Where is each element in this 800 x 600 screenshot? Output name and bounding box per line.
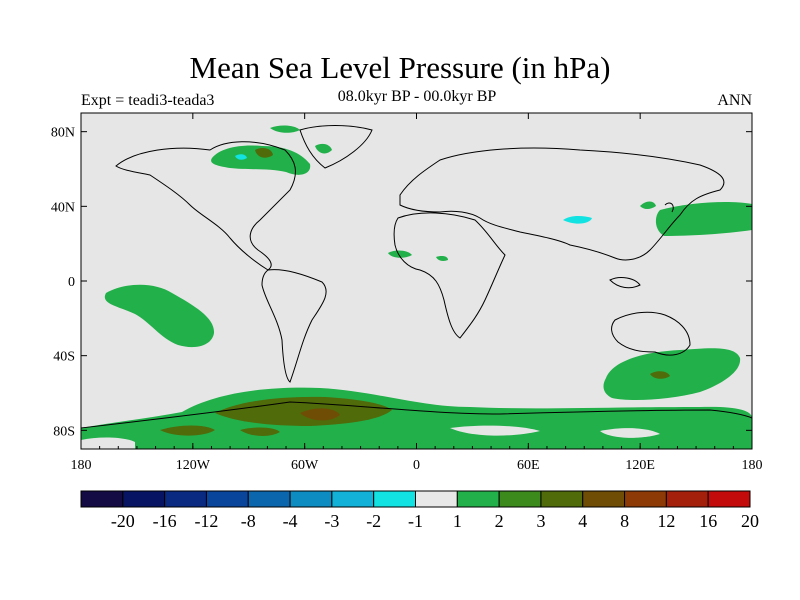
legend-swatch: [582, 490, 626, 508]
legend-swatch: [707, 490, 751, 508]
legend-label: -3: [324, 511, 339, 531]
coast-indonesia: [609, 277, 641, 289]
anomaly-contours: [81, 125, 752, 449]
legend-label: -1: [408, 511, 423, 531]
legend-label: -16: [153, 511, 177, 531]
contour-north-africa: [388, 250, 412, 258]
legend-swatch: [247, 490, 291, 508]
x-tick-label: 60E: [517, 458, 540, 473]
coast-japan: [664, 202, 674, 213]
contour-greenland: [315, 143, 332, 154]
coastlines: [81, 125, 752, 429]
legend-label: 16: [699, 511, 717, 531]
axis-labels: 180 120W 60W 0 60E 120E 180 80N 40N 0 40S 80S: [51, 126, 763, 473]
contour-south-pacific: [104, 284, 215, 348]
legend-label: 12: [657, 511, 675, 531]
legend-swatch: [665, 490, 709, 508]
y-tick-label: 0: [68, 275, 75, 290]
coast-north-america: [115, 141, 296, 271]
legend-swatch: [540, 490, 584, 508]
contour-north-pacific: [655, 202, 752, 236]
map-subtitle: 08.0kyr BP - 00.0kyr BP: [337, 88, 497, 105]
axis-ticks: [80, 113, 753, 449]
contour-antarctic-high: [215, 396, 392, 426]
contour-canada-negative: [235, 154, 247, 160]
legend-label: -8: [241, 511, 256, 531]
coast-antarctica: [81, 401, 752, 429]
x-tick-label: 180: [742, 458, 763, 473]
contour-canada: [211, 145, 311, 175]
legend-label: 1: [453, 511, 462, 531]
legend-swatch: [498, 490, 542, 508]
contour-africa-small: [436, 256, 448, 261]
legend-label: 3: [536, 511, 545, 531]
legend-swatch: [331, 490, 375, 508]
legend-label: -4: [283, 511, 298, 531]
contour-sw-pacific-core: [650, 371, 670, 379]
legend-swatch: [80, 490, 124, 508]
contour-antarctic-peak: [300, 408, 340, 421]
legend-label: -12: [194, 511, 218, 531]
x-tick-label: 180: [71, 458, 92, 473]
legend-label: 8: [620, 511, 629, 531]
contour-gap-1: [450, 425, 540, 436]
x-tick-label: 0: [413, 458, 420, 473]
coast-greenland: [299, 125, 373, 169]
coast-africa: [393, 212, 506, 339]
x-tick-label: 120W: [176, 458, 211, 473]
legend-swatch: [205, 490, 249, 508]
legend-label: 2: [495, 511, 504, 531]
legend-swatch: [624, 490, 667, 508]
y-tick-label: 80S: [53, 424, 75, 439]
legend-label: -2: [366, 511, 381, 531]
y-tick-label: 40S: [53, 350, 75, 365]
y-tick-label: 80N: [51, 126, 75, 141]
contour-arctic: [270, 125, 300, 133]
map-title: Mean Sea Level Pressure (in hPa): [189, 50, 611, 85]
contour-sw-pacific: [603, 348, 741, 400]
coast-south-america: [261, 269, 327, 383]
contour-antarctic-high-3: [240, 427, 280, 436]
contour-gap-2: [600, 428, 660, 438]
legend-label: -20: [111, 511, 135, 531]
contour-canada-core: [255, 147, 273, 158]
legend-label: 4: [578, 511, 587, 531]
x-tick-label: 60W: [291, 458, 319, 473]
season-label: ANN: [717, 92, 752, 109]
y-tick-label: 40N: [51, 200, 75, 215]
contour-antarctic-high-2: [160, 425, 215, 436]
legend-swatch: [122, 490, 166, 508]
contour-tibet-negative: [563, 215, 592, 224]
legend-swatch: [164, 490, 207, 508]
legend-swatch: [289, 490, 333, 508]
color-legend: -20 -16 -12 -8 -4 -3 -2 -1 1 2 3 4 8 12 16 20: [80, 490, 759, 531]
coast-australia: [611, 311, 691, 356]
contour-east-asia: [640, 201, 656, 209]
experiment-label: Expt = teadi3-teada3: [81, 92, 215, 109]
legend-swatch: [373, 490, 416, 508]
legend-label: 20: [741, 511, 759, 531]
x-tick-label: 120E: [625, 458, 655, 473]
coast-eurasia: [399, 147, 725, 261]
contour-gap-3: [81, 437, 135, 449]
legend-swatch: [456, 490, 500, 508]
legend-swatch: [415, 490, 458, 508]
